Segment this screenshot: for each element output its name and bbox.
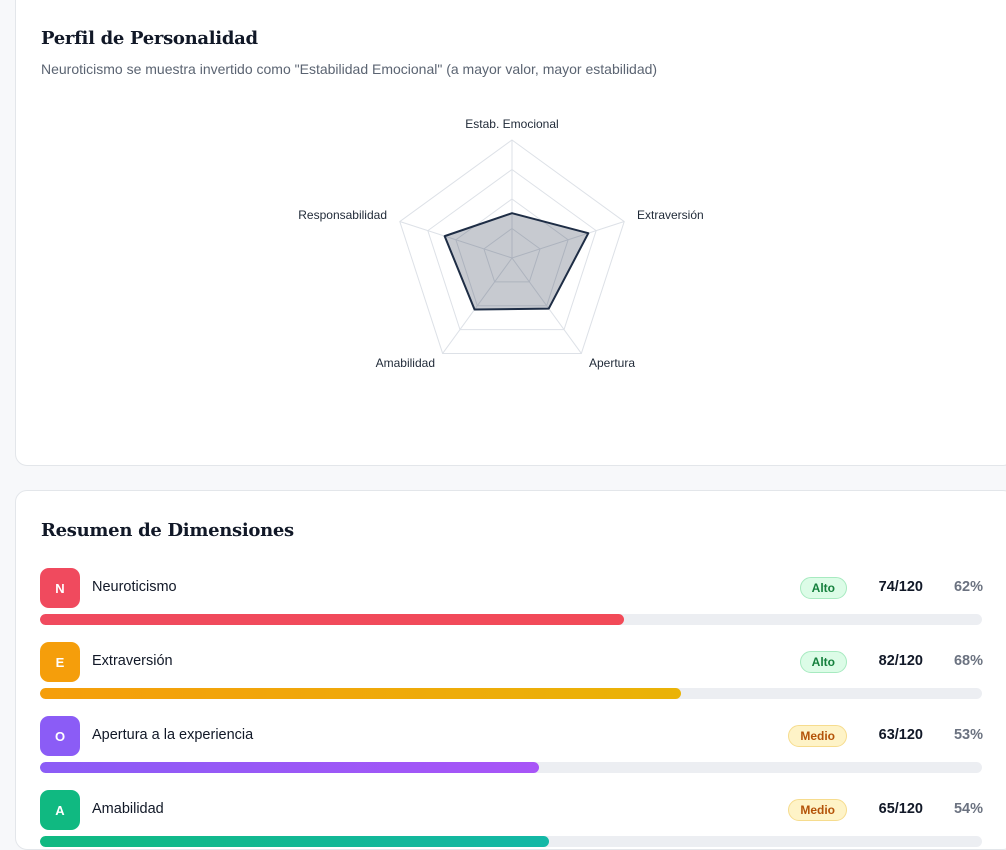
dimension-percent: 68% bbox=[953, 653, 983, 669]
dimension-percent: 54% bbox=[953, 801, 983, 817]
dimension-name: Neuroticismo bbox=[92, 579, 177, 595]
dimension-badge: N bbox=[40, 568, 80, 608]
dimension-score: 82/120 bbox=[878, 653, 923, 669]
radar-axis-label: Amabilidad bbox=[376, 356, 435, 370]
radar-axis-line bbox=[511, 221, 625, 259]
dimension-progress-track bbox=[40, 688, 982, 699]
dimension-row-apertura: O Apertura a la experiencia Medio 63/120… bbox=[40, 716, 983, 776]
dimension-progress-track bbox=[40, 836, 982, 847]
radar-chart: Estab. Emocional Extraversión Apertura Amab… bbox=[298, 117, 704, 370]
dimension-score: 63/120 bbox=[878, 727, 923, 743]
radar-axis-label: Apertura bbox=[589, 356, 635, 370]
radar-axis-label: Responsabilidad bbox=[298, 208, 387, 222]
radar-axis-line bbox=[511, 257, 582, 354]
dimension-row-neuroticismo: N Neuroticismo Alto 74/120 62% bbox=[40, 568, 983, 628]
radar-axis-line bbox=[399, 221, 513, 259]
dimension-progress-fill bbox=[40, 836, 549, 847]
radar-grid-ring bbox=[427, 168, 597, 331]
radar-series-area bbox=[443, 212, 590, 311]
dimension-row-amabilidad: A Amabilidad Medio 65/120 54% bbox=[40, 790, 983, 850]
dimension-name: Apertura a la experiencia bbox=[92, 727, 254, 743]
dimension-progress-track bbox=[40, 762, 982, 773]
dimension-percent: 62% bbox=[953, 579, 983, 595]
dimension-percent: 53% bbox=[953, 727, 983, 743]
radar-grid-ring bbox=[455, 198, 569, 307]
dimension-score: 74/120 bbox=[878, 579, 923, 595]
dimension-badge: E bbox=[40, 642, 80, 682]
dimension-progress-track bbox=[40, 614, 982, 625]
dimension-badge: O bbox=[40, 716, 80, 756]
dimension-progress-fill bbox=[40, 688, 681, 699]
radar-axis-line bbox=[442, 257, 513, 354]
dimension-badge: A bbox=[40, 790, 80, 830]
profile-subtitle: Neuroticismo se muestra invertido como "… bbox=[41, 61, 658, 77]
dimension-level-badge: Medio bbox=[788, 799, 847, 821]
radar-grid-ring bbox=[483, 227, 541, 283]
dimension-progress-fill bbox=[40, 614, 625, 625]
dimension-score: 65/120 bbox=[878, 801, 923, 817]
dimensions-summary-card: Resumen de Dimensiones N Neuroticismo Al… bbox=[15, 490, 1006, 850]
dimension-level-badge: Alto bbox=[799, 577, 847, 599]
dimension-level-badge: Alto bbox=[799, 651, 847, 673]
radar-grid-ring bbox=[399, 139, 625, 354]
dimension-progress-fill bbox=[40, 762, 540, 773]
dimension-name: Amabilidad bbox=[92, 801, 164, 817]
dimension-name: Extraversión bbox=[92, 653, 173, 669]
dimension-row-extraversion: E Extraversión Alto 82/120 68% bbox=[40, 642, 983, 702]
radar-axis-label: Extraversión bbox=[637, 208, 704, 222]
profile-title: Perfil de Personalidad bbox=[41, 28, 258, 49]
summary-title: Resumen de Dimensiones bbox=[41, 520, 294, 541]
dimension-level-badge: Medio bbox=[788, 725, 847, 747]
radar-axis-label: Estab. Emocional bbox=[465, 117, 558, 131]
personality-profile-card: Perfil de Personalidad Neuroticismo se m… bbox=[15, 0, 1006, 466]
